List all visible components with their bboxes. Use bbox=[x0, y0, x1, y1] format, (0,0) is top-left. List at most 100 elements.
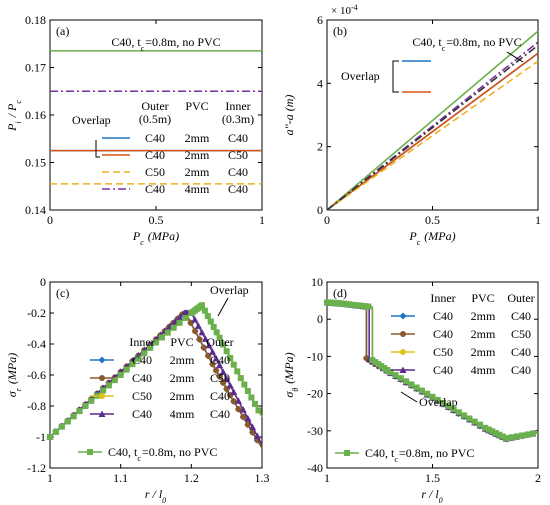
series-point-4 bbox=[52, 428, 59, 435]
legend-marker bbox=[99, 393, 105, 399]
series-point-4 bbox=[445, 403, 452, 410]
legend-marker bbox=[99, 375, 105, 381]
series-point-4 bbox=[141, 350, 148, 357]
series-point-4 bbox=[503, 435, 510, 442]
series-point-4 bbox=[248, 394, 255, 401]
y-tick-label: 0.18 bbox=[25, 13, 46, 27]
series-point-4 bbox=[345, 301, 352, 308]
legend-cell: C40 bbox=[433, 309, 453, 323]
series-point-1 bbox=[192, 328, 199, 335]
y-tick-label: -1 bbox=[36, 430, 46, 444]
series-point-4 bbox=[485, 426, 492, 433]
legend-cell: 2mm bbox=[185, 148, 210, 162]
series-point-4 bbox=[365, 303, 372, 310]
x-tick-label: 0.5 bbox=[149, 213, 164, 227]
series-point-4 bbox=[434, 396, 441, 403]
legend-cell: 2mm bbox=[185, 131, 210, 145]
legend-header: Inner bbox=[430, 291, 455, 305]
series-point-4 bbox=[47, 434, 53, 440]
series-point-3 bbox=[198, 328, 206, 336]
series-point-3 bbox=[201, 335, 209, 342]
series-point-4 bbox=[387, 369, 394, 376]
series-point-1 bbox=[213, 367, 220, 374]
series-point-1 bbox=[196, 336, 203, 343]
x-tick-label: 1.5 bbox=[425, 471, 440, 485]
series-point-4 bbox=[413, 384, 420, 391]
annotation-arrow bbox=[506, 51, 524, 63]
series-point-4 bbox=[349, 301, 356, 308]
series-point-4 bbox=[201, 307, 208, 314]
annotation-top: C40, tc =0.8m, no PVC bbox=[111, 35, 220, 53]
series-point-4 bbox=[223, 348, 230, 355]
y-tick-label: -0.2 bbox=[27, 306, 46, 320]
series-point-4 bbox=[513, 433, 520, 440]
series-point-4 bbox=[123, 366, 130, 373]
series-point-4 bbox=[230, 361, 237, 368]
y-tick-label: -0.4 bbox=[27, 337, 46, 351]
series-point-3 bbox=[223, 375, 231, 382]
legend-cell: 2mm bbox=[471, 309, 496, 323]
y-tick-label: -30 bbox=[307, 424, 323, 438]
legend-cell: 4mm bbox=[170, 407, 195, 421]
series-point-3 bbox=[216, 361, 224, 369]
y-tick-label: 0.15 bbox=[25, 156, 46, 170]
legend-cell: C50 bbox=[210, 371, 230, 385]
series-point-3 bbox=[230, 388, 238, 396]
overlap-label: Overlap bbox=[341, 69, 380, 83]
legend-cell: C40 bbox=[210, 353, 230, 367]
series-point-4 bbox=[213, 329, 220, 336]
series-line-4 bbox=[49, 304, 263, 438]
series-point-4 bbox=[234, 368, 241, 375]
y-tick-label: 4 bbox=[317, 76, 323, 90]
series-point-4 bbox=[429, 393, 436, 400]
legend-bottom: C40, tc =0.8m, no PVC bbox=[365, 446, 474, 464]
y-tick-label: 2 bbox=[317, 140, 323, 154]
legend-cell: C40 bbox=[132, 371, 152, 385]
series-point-1 bbox=[209, 361, 216, 368]
series-point-4 bbox=[82, 403, 89, 409]
y-tick-label: -0.8 bbox=[27, 399, 46, 413]
legend-cell: C40 bbox=[511, 363, 531, 377]
y-tick-label: 6 bbox=[317, 13, 323, 27]
panel-label: (d) bbox=[333, 286, 347, 300]
legend-cell: 4mm bbox=[185, 182, 210, 196]
y-tick-label: -0.6 bbox=[27, 368, 46, 382]
legend-cell: C40 bbox=[210, 407, 230, 421]
panel-a: 0 0.5 1 0.14 0.15 0.16 0.17 0.18 Pc (MPa) Pi / Pc… bbox=[5, 13, 265, 247]
series-point-4 bbox=[424, 390, 431, 397]
series-point-4 bbox=[519, 432, 526, 439]
y-tick-label: 0 bbox=[40, 275, 46, 289]
y-tick-label: 0.17 bbox=[25, 61, 46, 75]
overlap-label: Overlap bbox=[419, 395, 458, 409]
series-line-0 bbox=[326, 30, 539, 211]
legend-marker bbox=[98, 410, 106, 417]
legend-cell: 2mm bbox=[170, 371, 195, 385]
legend-marker bbox=[399, 366, 407, 373]
series-point-3 bbox=[205, 341, 213, 349]
x-axis-label: r / l0 bbox=[421, 487, 443, 505]
panel-label: (b) bbox=[333, 24, 347, 38]
legend-header: PVC bbox=[170, 335, 193, 349]
series-point-4 bbox=[70, 413, 77, 420]
x-axis-label: r / l0 bbox=[145, 487, 167, 505]
series-point-4 bbox=[76, 408, 83, 415]
series-point-4 bbox=[492, 430, 499, 437]
overlap-bracket bbox=[95, 140, 100, 158]
legend-cell: C40 bbox=[433, 327, 453, 341]
series-point-4 bbox=[255, 407, 262, 414]
legend-marker bbox=[400, 349, 406, 355]
x-tick-label: 1 bbox=[324, 471, 330, 485]
legend-cell: C40 bbox=[132, 353, 152, 367]
legend-bottom: C40, tc =0.8m, no PVC bbox=[108, 445, 217, 463]
series-line-5 bbox=[326, 44, 539, 211]
y-multiplier: × 10-4 bbox=[331, 3, 359, 18]
legend-cell: C40 bbox=[228, 182, 248, 196]
series-point-4 bbox=[397, 375, 404, 382]
x-tick-label: 0 bbox=[324, 213, 330, 227]
series-point-4 bbox=[210, 323, 217, 330]
series-point-4 bbox=[198, 302, 205, 309]
series-point-4 bbox=[216, 334, 223, 341]
y-tick-label: 10 bbox=[311, 275, 323, 289]
series-point-4 bbox=[508, 434, 515, 441]
